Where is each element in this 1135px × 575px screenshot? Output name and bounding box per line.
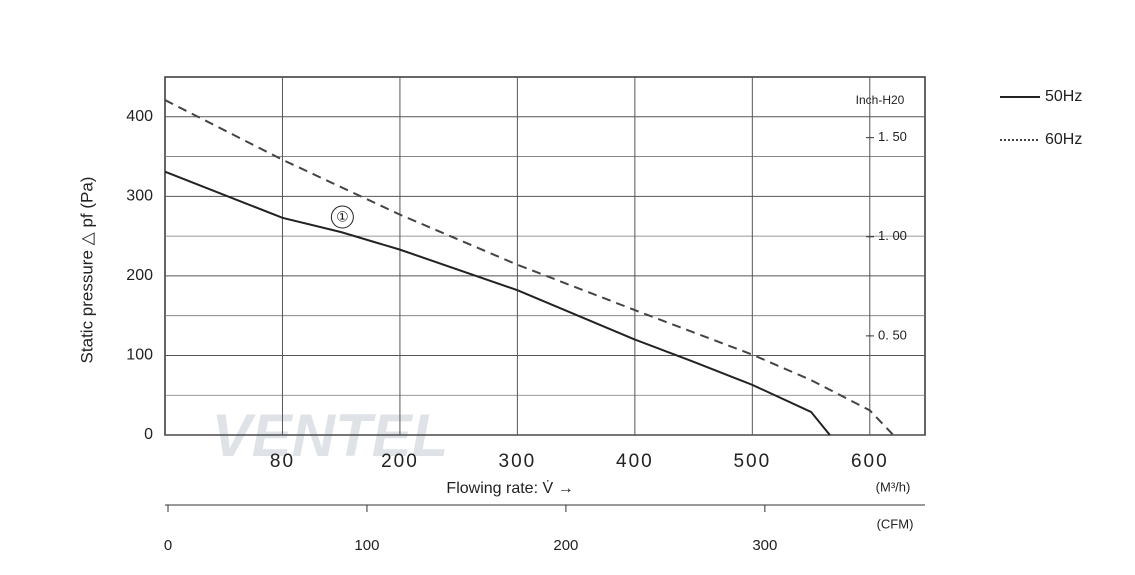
y2-tick-label: 1. 50 (878, 129, 907, 144)
y2-tick-label: 1. 00 (878, 228, 907, 243)
x2-tick-label: 300 (752, 537, 777, 554)
y2-axis-label: Inch-H20 (856, 93, 905, 107)
x-tick-label: 600 (851, 451, 889, 472)
x-unit: (M³/h) (876, 479, 911, 494)
series-line (164, 170, 831, 436)
x2-tick-label: 200 (553, 537, 578, 554)
x-axis-label: Flowing rate: V̇ → (446, 479, 573, 497)
plot-frame (164, 76, 926, 436)
y-axis-label: Static pressure △ pf (Pa) (77, 177, 96, 364)
y2-tick-label: 0. 50 (878, 327, 907, 342)
x-tick-label: 200 (381, 451, 419, 472)
annotation: ① (336, 209, 349, 225)
legend-label: 60Hz (1045, 131, 1082, 148)
x2-axis-label: (CFM) (877, 516, 914, 531)
y-tick-label: 300 (126, 188, 153, 205)
x2-tick-label: 0 (164, 537, 172, 554)
y-tick-label: 0 (144, 426, 153, 443)
legend-label: 50Hz (1045, 88, 1082, 105)
y-tick-label: 200 (126, 267, 153, 284)
x-tick-label: 300 (499, 451, 537, 472)
x-tick-label: 80 (270, 451, 295, 472)
series-line (164, 99, 895, 436)
x2-tick-label: 100 (354, 537, 379, 554)
y-tick-label: 100 (126, 347, 153, 364)
annotation-circle (330, 205, 354, 229)
x-tick-label: 400 (616, 451, 654, 472)
y-tick-label: 400 (126, 108, 153, 125)
x-tick-label: 500 (733, 451, 771, 472)
